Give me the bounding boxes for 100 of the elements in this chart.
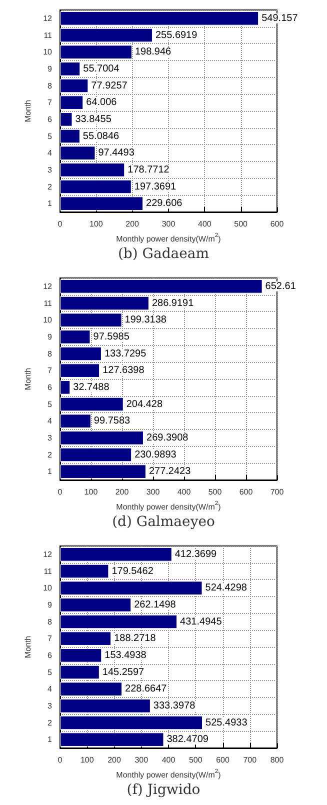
x-tick-label: 300 bbox=[146, 488, 160, 496]
x-tick-label: 100 bbox=[89, 220, 104, 228]
data-label: 262.1498 bbox=[134, 599, 176, 610]
data-label: 127.6398 bbox=[102, 365, 145, 376]
bar bbox=[60, 296, 149, 310]
x-tick-label: 300 bbox=[134, 756, 149, 764]
y-tick-label: 9 bbox=[48, 600, 53, 610]
bar bbox=[60, 699, 150, 713]
y-tick-label: 7 bbox=[48, 366, 53, 376]
y-tick-label: 6 bbox=[48, 382, 53, 392]
bar bbox=[60, 431, 144, 445]
x-tick-label: 700 bbox=[270, 488, 284, 496]
bar bbox=[60, 614, 178, 629]
bar bbox=[60, 581, 202, 595]
y-tick-label: 6 bbox=[48, 114, 53, 124]
x-tick-label: 200 bbox=[126, 220, 140, 228]
y-tick-label: 2 bbox=[48, 450, 53, 460]
data-label: 333.3978 bbox=[153, 700, 196, 712]
x-tick-label: 600 bbox=[270, 220, 284, 228]
y-tick-label: 2 bbox=[48, 718, 53, 728]
y-tick-label: 6 bbox=[48, 650, 53, 660]
x-tick-label: 200 bbox=[108, 756, 122, 764]
bar bbox=[60, 448, 132, 462]
y-axis-title: Month bbox=[24, 368, 33, 390]
bar bbox=[60, 346, 102, 361]
bar bbox=[60, 548, 172, 562]
y-tick-label: 10 bbox=[43, 48, 53, 57]
data-label: 286.9191 bbox=[152, 298, 194, 309]
y-tick-label: 8 bbox=[48, 81, 53, 90]
data-label: 525.4933 bbox=[206, 717, 248, 728]
bar bbox=[60, 45, 132, 59]
data-label: 133.7295 bbox=[104, 348, 147, 360]
x-tick-label: 600 bbox=[216, 756, 230, 764]
bar bbox=[60, 682, 122, 696]
y-tick-label: 11 bbox=[44, 30, 53, 40]
data-label: 199.3138 bbox=[124, 314, 167, 326]
y-tick-label: 1 bbox=[48, 199, 53, 208]
bar bbox=[60, 380, 70, 394]
data-label: 153.4938 bbox=[104, 650, 147, 661]
y-axis-title: Month bbox=[24, 636, 33, 658]
bar bbox=[60, 464, 146, 478]
y-tick-label: 7 bbox=[48, 98, 53, 108]
y-tick-label: 9 bbox=[48, 64, 53, 74]
x-tick-label: 100 bbox=[80, 756, 94, 764]
x-tick-label: 300 bbox=[162, 220, 176, 228]
bar bbox=[60, 632, 112, 646]
y-tick-label: 10 bbox=[43, 584, 53, 593]
x-tick-label: 500 bbox=[188, 756, 203, 764]
x-tick-label: 0 bbox=[58, 220, 63, 228]
y-tick-label: 4 bbox=[48, 148, 53, 158]
x-tick-label: 600 bbox=[239, 488, 254, 496]
y-axis-title: Month bbox=[24, 100, 33, 122]
data-label: 230.9893 bbox=[134, 449, 177, 460]
data-label: 549.157 bbox=[262, 12, 298, 24]
text: (f) Jigwido bbox=[126, 782, 200, 798]
bar bbox=[60, 665, 100, 680]
y-tick-label: 8 bbox=[48, 349, 53, 358]
data-label: 652.61 bbox=[265, 280, 296, 292]
y-tick-label: 12 bbox=[43, 550, 53, 559]
x-tick-label: 400 bbox=[198, 220, 212, 228]
text: (d) Galmaeyeo bbox=[112, 514, 215, 530]
bar bbox=[60, 12, 259, 26]
data-label: 178.7712 bbox=[128, 164, 170, 176]
x-tick-label: 0 bbox=[58, 488, 63, 496]
y-tick-label: 4 bbox=[48, 684, 53, 694]
x-tick-label: 400 bbox=[177, 488, 192, 496]
bar bbox=[60, 62, 80, 76]
y-tick-label: 1 bbox=[48, 735, 53, 744]
bar bbox=[60, 180, 132, 194]
x-tick-label: 0 bbox=[58, 756, 63, 764]
data-label: 382.4709 bbox=[166, 734, 209, 746]
data-label: 277.2423 bbox=[148, 466, 192, 478]
x-tick-label: 100 bbox=[84, 488, 98, 496]
y-tick-label: 10 bbox=[43, 316, 53, 325]
bar bbox=[60, 648, 102, 662]
x-tick-label: 700 bbox=[243, 756, 258, 764]
bar bbox=[60, 414, 91, 428]
data-label: 198.946 bbox=[134, 46, 172, 58]
bar bbox=[60, 598, 132, 612]
bar bbox=[60, 716, 203, 730]
x-tick-label: 500 bbox=[208, 488, 222, 496]
data-label: 197.3691 bbox=[134, 181, 177, 192]
bar bbox=[60, 280, 262, 294]
data-label: 32.7488 bbox=[73, 382, 110, 393]
y-tick-label: 5 bbox=[48, 668, 53, 677]
y-tick-label: 5 bbox=[48, 400, 53, 409]
data-label: 33.8455 bbox=[75, 114, 112, 125]
y-tick-label: 2 bbox=[48, 182, 53, 192]
data-label: 255.6919 bbox=[155, 30, 198, 41]
bar bbox=[60, 96, 84, 110]
data-label: 77.9257 bbox=[91, 80, 128, 92]
y-tick-label: 3 bbox=[48, 165, 53, 174]
data-label: 412.3699 bbox=[174, 548, 218, 560]
data-label: 431.4945 bbox=[180, 616, 222, 628]
data-label: 97.4493 bbox=[98, 148, 135, 159]
data-label: 145.2597 bbox=[102, 666, 145, 678]
y-tick-label: 12 bbox=[43, 14, 53, 23]
y-tick-label: 1 bbox=[48, 467, 53, 476]
y-tick-label: 9 bbox=[48, 332, 53, 342]
x-tick-label: 800 bbox=[270, 756, 284, 764]
